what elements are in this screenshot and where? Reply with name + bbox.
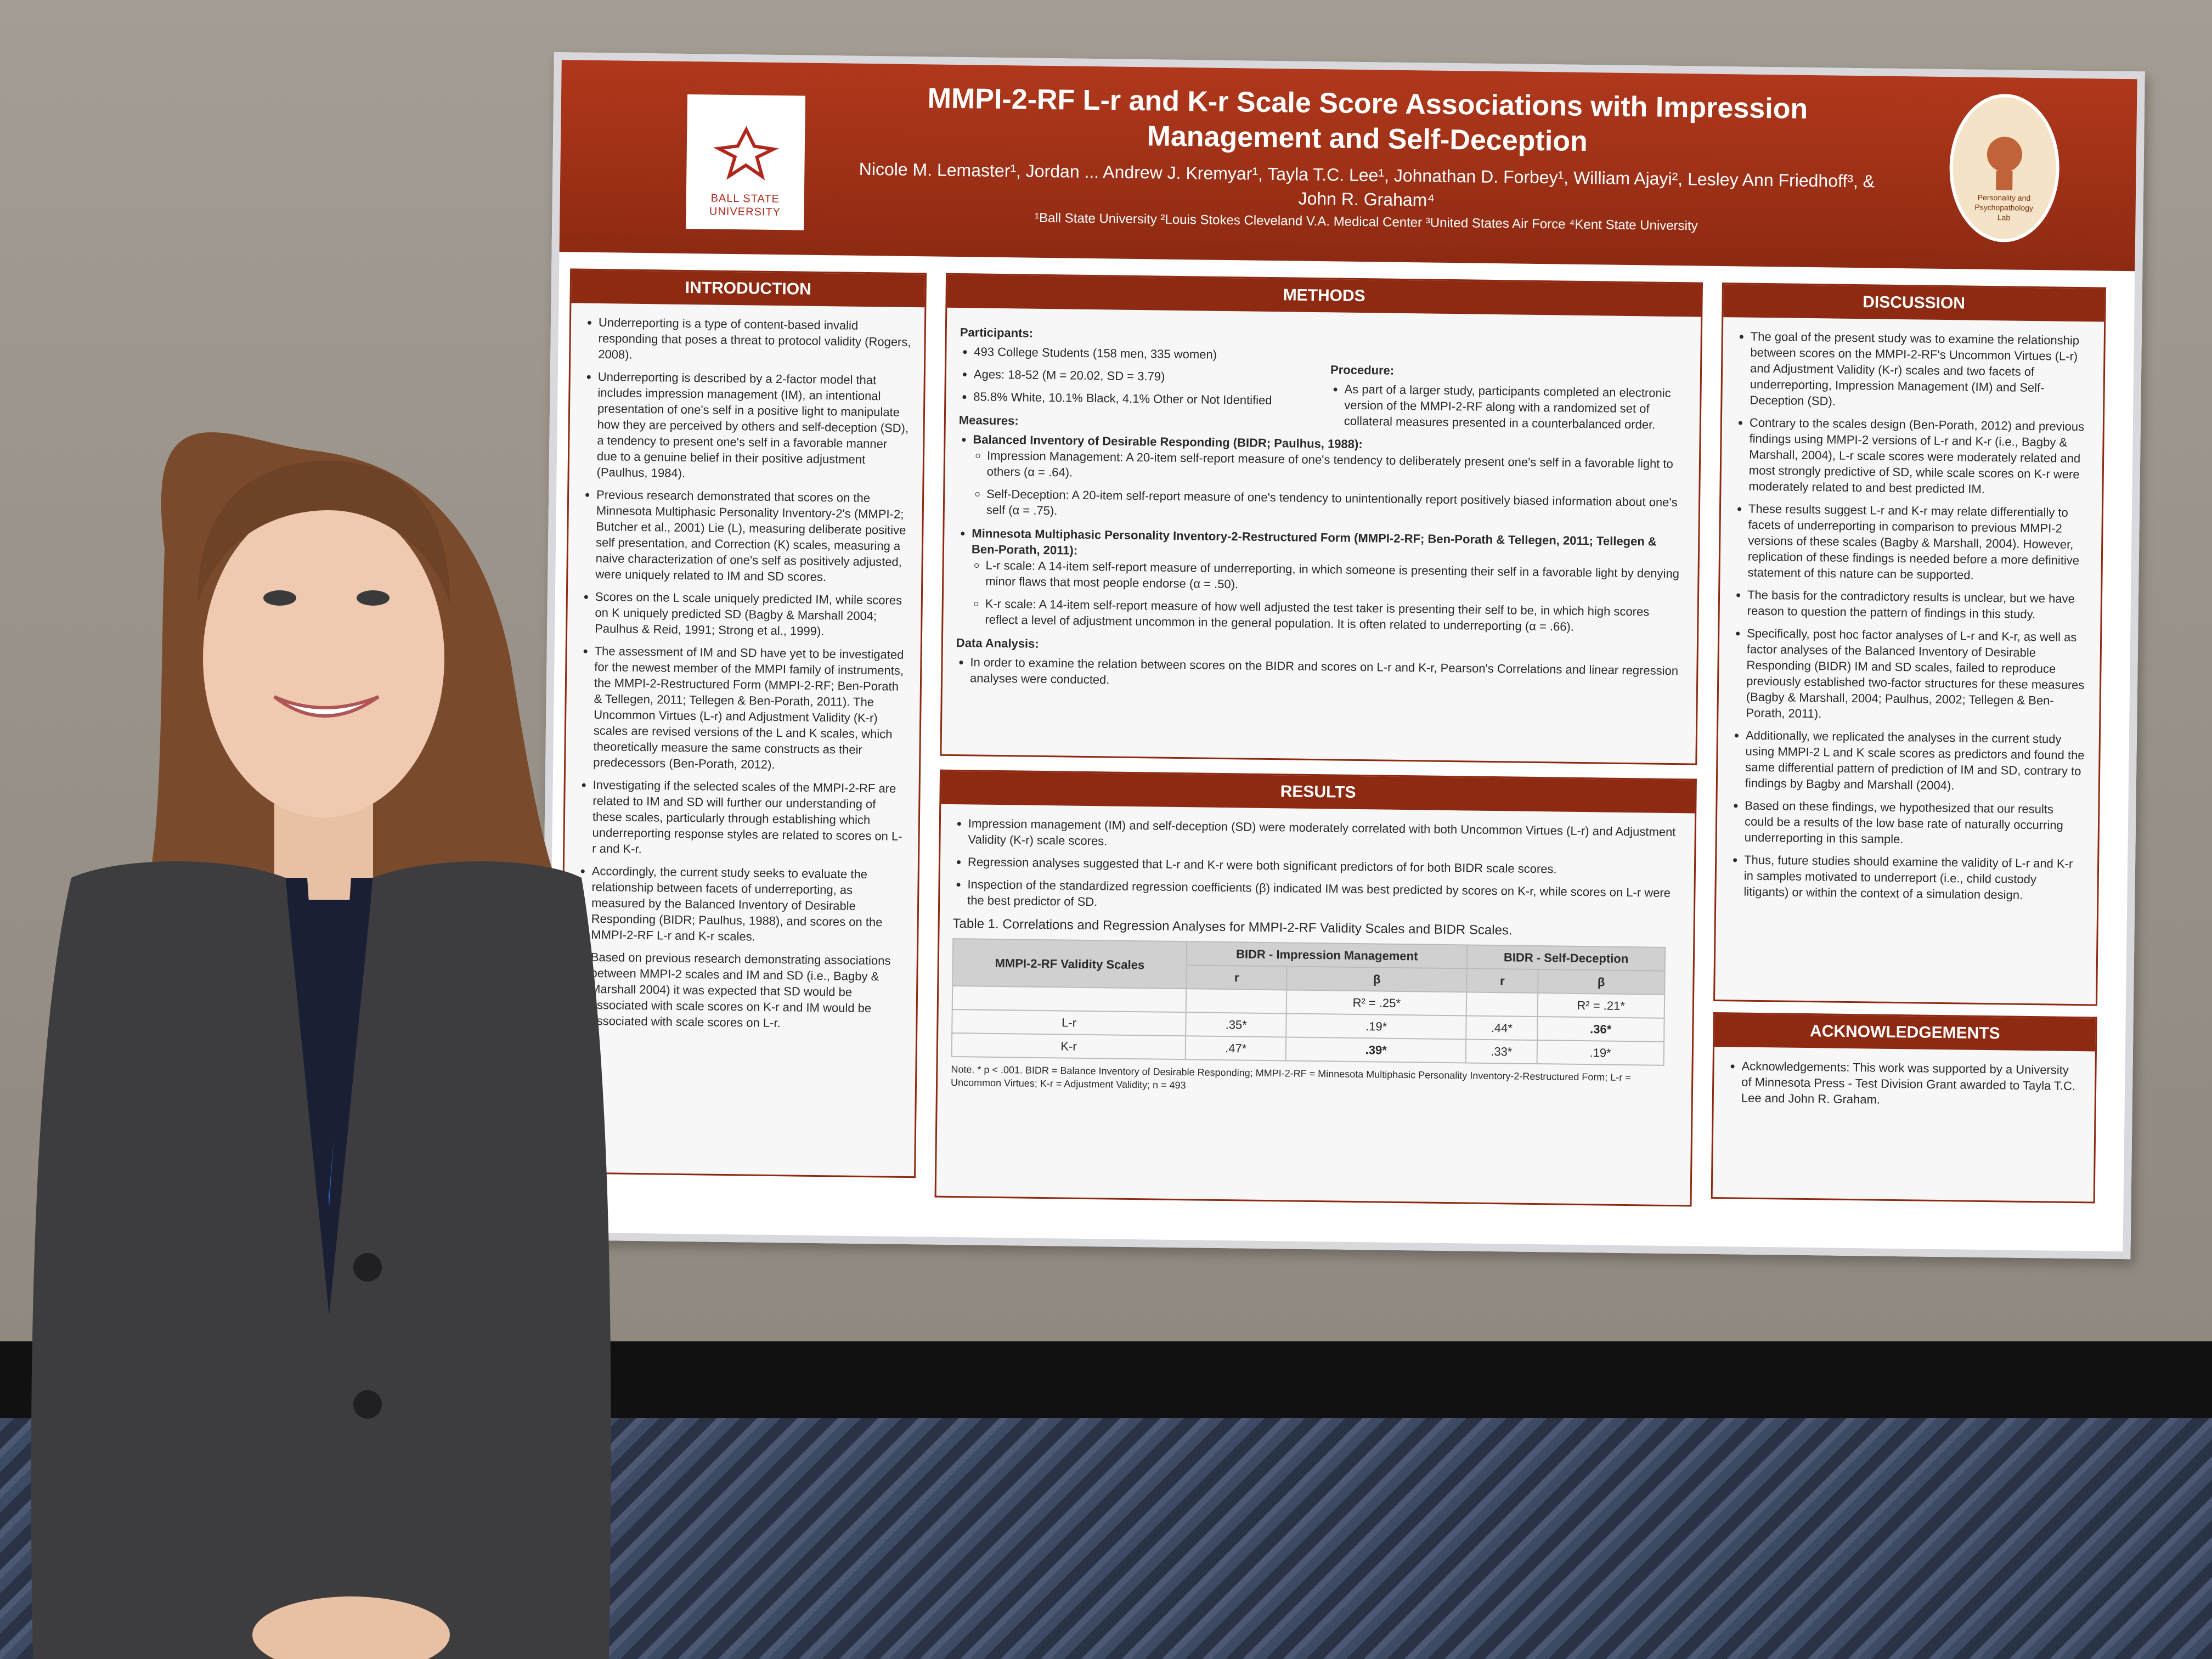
- participants-item: 493 College Students (158 men, 335 women…: [974, 343, 1311, 363]
- discussion-item: Based on these findings, we hypothesized…: [1745, 798, 2085, 850]
- scale-cell: K-r: [951, 1032, 1186, 1060]
- right-eye: [357, 590, 390, 606]
- discussion-item: Additionally, we replicated the analyses…: [1745, 727, 2086, 795]
- col-group-sd: BIDR - Self-Deception: [1466, 945, 1666, 971]
- col-r: r: [1466, 968, 1538, 994]
- poster-banner: BALL STATE UNIVERSITY MMPI-2-RF L-r and …: [559, 60, 2137, 272]
- value-cell: .33*: [1465, 1039, 1537, 1064]
- value-cell: .35*: [1186, 1012, 1287, 1037]
- results-item: Regression analyses suggested that L-r a…: [968, 854, 1681, 878]
- procedure-text: As part of a larger study, participants …: [1344, 381, 1692, 433]
- col-beta: β: [1537, 969, 1665, 995]
- poster-title: MMPI-2-RF L-r and K-r Scale Score Associ…: [927, 82, 1808, 158]
- value-cell: .44*: [1466, 1015, 1538, 1041]
- head-silhouette-icon: [1987, 137, 2022, 190]
- acknowledgements-text: Acknowledgements: This work was supporte…: [1741, 1058, 2082, 1110]
- r2-sd: R² = .21*: [1537, 993, 1665, 1018]
- blazer-button: [353, 1390, 382, 1419]
- discussion-item: These results suggest L-r and K-r may re…: [1747, 501, 2089, 585]
- hair-front: [198, 461, 450, 603]
- col-beta: β: [1286, 966, 1467, 992]
- presenter-person: [31, 432, 611, 1659]
- value-cell: .19*: [1286, 1013, 1466, 1040]
- research-poster: BALL STATE UNIVERSITY MMPI-2-RF L-r and …: [539, 52, 2145, 1260]
- ball-state-logo: BALL STATE UNIVERSITY: [686, 94, 806, 230]
- r2-im: R² = .25*: [1286, 990, 1467, 1016]
- discussion-item: Thus, future studies should examine the …: [1743, 852, 2084, 904]
- face: [203, 499, 444, 817]
- table-caption: Table 1. Correlations and Regression Ana…: [952, 916, 1513, 938]
- results-item: Impression management (IM) and self-dece…: [968, 815, 1681, 856]
- discussion-item: Contrary to the scales design (Ben-Porat…: [1748, 415, 2090, 499]
- mmpi-item: K-r scale: A 14-item self-report measure…: [985, 596, 1684, 636]
- scale-cell: L-r: [952, 1009, 1186, 1036]
- bidr-item: Impression Management: A 20-item self-re…: [987, 448, 1686, 488]
- logo-right-text: Personality and Psychopathology Lab: [1974, 193, 2034, 222]
- participants-label: Participants:: [960, 325, 1034, 340]
- left-eye: [263, 590, 296, 606]
- results-column: RESULTS Impression management (IM) and s…: [934, 769, 1697, 1207]
- cardinal-icon: [713, 126, 779, 180]
- discussion-column: DISCUSSION The goal of the present study…: [1713, 283, 2106, 1006]
- analysis-text: In order to examine the relation between…: [970, 654, 1684, 695]
- participants-item: Ages: 18-52 (M = 20.02, SD = 3.79): [974, 366, 1311, 386]
- col-group-im: BIDR - Impression Management: [1186, 941, 1468, 969]
- acknowledgements-heading: ACKNOWLEDGEMENTS: [1714, 1013, 2096, 1052]
- lab-logo: Personality and Psychopathology Lab: [1948, 93, 2061, 243]
- discussion-item: The goal of the present study was to exa…: [1750, 329, 2091, 413]
- blazer-button: [353, 1253, 382, 1282]
- clasped-hands: [252, 1596, 450, 1659]
- value-cell: .39*: [1286, 1037, 1466, 1063]
- procedure-label: Procedure:: [1330, 363, 1395, 377]
- mmpi-title: Minnesota Multiphasic Personality Invent…: [971, 526, 1657, 557]
- bidr-item: Self-Deception: A 20-item self-report me…: [986, 486, 1686, 527]
- value-cell: .36*: [1537, 1017, 1664, 1042]
- row-header: MMPI-2-RF Validity Scales: [952, 939, 1187, 989]
- value-cell: .47*: [1185, 1036, 1286, 1061]
- col-r: r: [1186, 965, 1288, 990]
- value-cell: .19*: [1537, 1040, 1664, 1065]
- results-item: Inspection of the standardized regressio…: [967, 876, 1681, 917]
- gray-blazer: [31, 861, 611, 1659]
- table-note: Note. * p < .001. BIDR = Balance Invento…: [950, 1063, 1631, 1091]
- results-table: MMPI-2-RF Validity Scales BIDR - Impress…: [951, 938, 1666, 1066]
- discussion-item: Specifically, post hoc factor analyses o…: [1746, 625, 2087, 725]
- smile: [273, 695, 380, 718]
- mmpi-item: L-r scale: A 14-item self-report measure…: [985, 557, 1685, 598]
- discussion-item: The basis for the contradictory results …: [1747, 587, 2088, 623]
- blazer-opening: [285, 878, 373, 1317]
- discussion-heading: DISCUSSION: [1723, 284, 2104, 322]
- participants-item: 85.8% White, 10.1% Black, 4.1% Other or …: [973, 388, 1310, 408]
- methods-column: METHODS Participants: 493 College Studen…: [940, 273, 1703, 765]
- acknowledgements-column: ACKNOWLEDGEMENTS Acknowledgements: This …: [1711, 1012, 2097, 1204]
- logo-left-text: BALL STATE UNIVERSITY: [709, 192, 781, 219]
